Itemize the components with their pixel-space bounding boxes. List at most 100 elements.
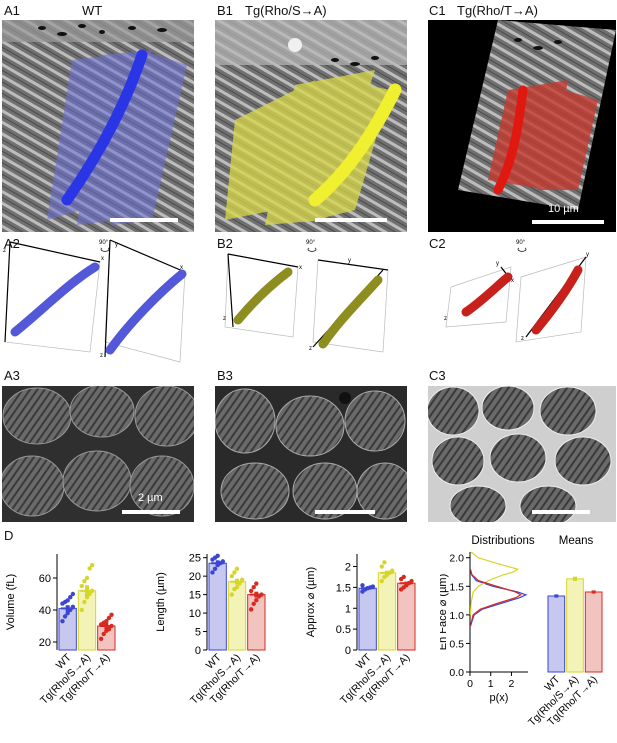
volume-errorbar: [65, 605, 70, 612]
axis-letter-z-a2: z: [3, 248, 6, 254]
volume-point: [84, 575, 90, 581]
axis-letter-x-b2: x: [299, 265, 302, 271]
panel-label-b3: B3: [217, 368, 233, 383]
length-point: [229, 592, 234, 597]
axis-letter-z2-a2: z: [100, 353, 103, 359]
length-bar: [227, 581, 247, 651]
volume-errorbar: [104, 622, 109, 630]
means-errorbar: [573, 576, 577, 581]
means-bar: [584, 591, 603, 673]
volume-point: [106, 627, 112, 632]
length-point: [234, 585, 240, 590]
axis-letter-y-a2: y: [115, 242, 118, 248]
volume-point: [70, 591, 76, 597]
scale-label-a3: 2 µm: [138, 492, 163, 504]
volume-point: [87, 591, 92, 597]
scale-bar-a3: [122, 510, 180, 514]
volume-ylabel: Volume (fL): [5, 574, 17, 630]
volume-point: [90, 563, 95, 568]
volume-point: [62, 614, 68, 619]
axis-letter-y-b2: y: [348, 258, 351, 264]
length-point: [240, 577, 245, 583]
length-ytick-label: 25: [189, 553, 201, 565]
distributions-ylabel: En Face ⌀ (µm): [440, 574, 449, 651]
panel-label-c2: C2: [429, 236, 446, 251]
diameter-ytick-label: 2: [345, 562, 351, 574]
length-point: [259, 592, 264, 597]
distributions-ytick-label: 0.0: [449, 667, 464, 679]
panel-label-a1: A1: [4, 3, 20, 18]
volume-point: [60, 619, 65, 624]
diameter-ylabel: Approx ⌀ (µm): [305, 567, 317, 637]
length-point: [229, 573, 234, 579]
em-crosssection-sa: [215, 386, 407, 522]
panel-label-b2: B2: [217, 236, 233, 251]
length-point: [232, 570, 237, 575]
diameter-bar: [377, 572, 397, 651]
means-title: Means: [559, 535, 594, 547]
panel-label-a2: A2: [4, 236, 20, 251]
means-errorbar: [554, 594, 559, 598]
volume-point: [79, 607, 85, 613]
volume-point: [68, 595, 73, 600]
volume-errorbar: [85, 585, 89, 597]
length-point: [237, 581, 242, 586]
em-crosssection-wt: 2 µm: [2, 386, 194, 522]
volume-point: [98, 636, 104, 641]
distributions-ytick-label: 0.5: [449, 638, 464, 650]
means-bar: [547, 595, 566, 673]
panel-label-c3: C3: [429, 368, 446, 383]
panel-label-c1: C1: [429, 3, 446, 18]
rotation-label-a2: 90°: [99, 240, 109, 246]
volume-point: [90, 588, 95, 593]
diameter-ytick-label: 1: [345, 603, 351, 615]
volume-point: [106, 615, 112, 621]
diameter-ytick-label: 0: [345, 645, 351, 657]
length-ytick-label: 15: [189, 590, 201, 602]
volume-point: [68, 607, 73, 613]
means-errorbar: [591, 590, 596, 594]
panel-label-b1: B1: [217, 3, 233, 18]
length-point: [251, 585, 256, 590]
scale-bar-a1: [110, 218, 178, 222]
length-ytick-label: 0: [195, 645, 201, 657]
axis-letter-y-c2: y: [496, 261, 499, 267]
volume-point: [65, 598, 70, 603]
volume-point: [82, 579, 87, 584]
distributions-series-line: [469, 569, 528, 627]
axis-letter-x-a2: x: [101, 256, 104, 262]
length-point: [210, 570, 215, 575]
volume-point: [79, 583, 85, 589]
scale-label-c1: 10 µm: [548, 203, 579, 215]
distributions-series-line: [469, 568, 522, 627]
means-bar: [566, 578, 584, 673]
reconstruction-3d-ta: x y z y z 90°: [444, 240, 589, 343]
volume-point: [109, 612, 114, 617]
distributions-series-line: [469, 551, 520, 615]
scale-bar-b1: [315, 218, 387, 222]
volume-point: [65, 611, 70, 616]
length-point: [248, 588, 254, 594]
volume-ytick-label: 20: [39, 637, 51, 649]
length-point: [254, 581, 259, 586]
panel-title-sa: Tg(Rho/S→A): [245, 3, 327, 18]
length-point: [212, 566, 218, 571]
diameter-point: [382, 560, 387, 565]
diameter-point: [379, 578, 384, 584]
scale-bar-c3: [532, 510, 590, 514]
panel-title-wt: WT: [82, 3, 103, 18]
panel-label-a3: A3: [4, 368, 20, 383]
axis-letter-z-c2: z: [444, 316, 447, 322]
rotation-label-b2: 90°: [306, 240, 316, 246]
diameter-point: [360, 583, 365, 588]
scale-bar-b3: [315, 510, 375, 514]
volume-point: [101, 631, 106, 637]
diameter-point: [379, 564, 384, 569]
length-errorbar: [254, 591, 259, 598]
axis-letter-z2-c2: z: [521, 336, 524, 342]
distributions-xtick-label: 1: [488, 678, 494, 690]
volume-point: [87, 566, 92, 571]
panel-title-ta: Tg(Rho/T→A): [457, 3, 538, 18]
